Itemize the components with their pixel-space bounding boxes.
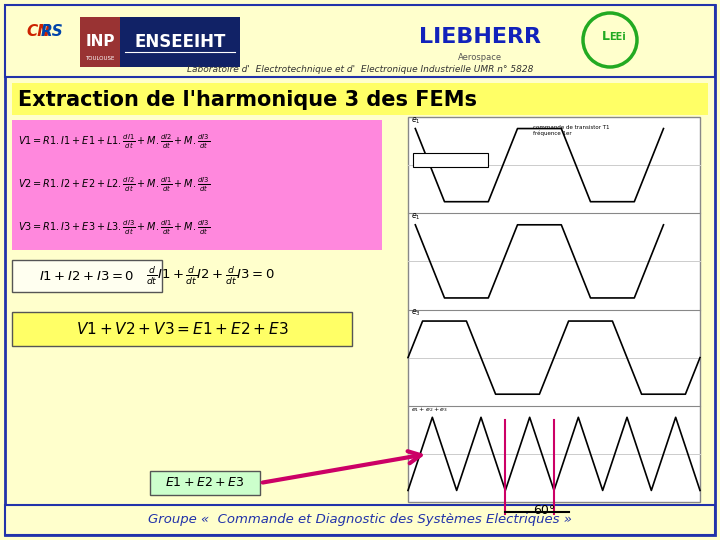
Text: Laboratoire d'  Electrotechnique et d'  Electronique Industrielle UMR n° 5828: Laboratoire d' Electrotechnique et d' El…: [186, 64, 534, 73]
Text: $I1+I2+I3=0$: $I1+I2+I3=0$: [40, 269, 135, 282]
Text: TOULOUSE: TOULOUSE: [85, 57, 114, 62]
Bar: [120, 17, 240, 67]
Text: $V2 = R1.I2 + E2 + L2.\frac{dI2}{dt} + M.\frac{dI1}{dt} + M.\frac{dI3}{dt}$: $V2 = R1.I2 + E2 + L2.\frac{dI2}{dt} + M…: [18, 176, 210, 194]
Text: $V3 = R1.I3 + E3 + L3.\frac{dI3}{dt} + M.\frac{dI1}{dt} + M.\frac{dI3}{dt}$: $V3 = R1.I3 + E3 + L3.\frac{dI3}{dt} + M…: [18, 219, 210, 237]
Bar: [12, 260, 162, 292]
Text: EEi: EEi: [610, 32, 626, 42]
Bar: [12, 120, 382, 250]
Text: Groupe «  Commande et Diagnostic des Systèmes Electriques »: Groupe « Commande et Diagnostic des Syst…: [148, 514, 572, 526]
Bar: [12, 83, 708, 115]
Text: $V1 = R1.I1 + E1 + L1.\frac{dI1}{dt} + M.\frac{dI2}{dt} + M.\frac{dI3}{dt}$: $V1 = R1.I1 + E1 + L1.\frac{dI1}{dt} + M…: [18, 133, 210, 151]
Bar: [408, 117, 700, 502]
Text: LIEBHERR: LIEBHERR: [419, 27, 541, 47]
Text: INP: INP: [85, 35, 114, 50]
Bar: [5, 505, 715, 535]
Text: $e_1$: $e_1$: [411, 211, 420, 222]
Text: $V1 + V2 + V3 = E1 + E2 + E3$: $V1 + V2 + V3 = E1 + E2 + E3$: [76, 321, 289, 337]
Bar: [12, 312, 352, 346]
Bar: [150, 471, 260, 495]
Text: $e_1+e_2+e_3$: $e_1+e_2+e_3$: [411, 405, 448, 414]
Text: RS: RS: [40, 24, 63, 39]
Text: $e_1$: $e_1$: [411, 115, 420, 125]
Text: ENSEEIHT: ENSEEIHT: [135, 33, 225, 51]
Text: $\frac{d}{dt}I1+\frac{d}{dt}I2+\frac{d}{dt}I3=0$: $\frac{d}{dt}I1+\frac{d}{dt}I2+\frac{d}{…: [145, 265, 274, 287]
Text: Extraction de l'harmonique 3 des FEMs: Extraction de l'harmonique 3 des FEMs: [18, 90, 477, 110]
Text: CN: CN: [26, 24, 50, 39]
Bar: [80, 17, 120, 67]
Text: 60°: 60°: [534, 503, 556, 516]
Text: $e_3$: $e_3$: [411, 307, 420, 318]
Text: commande de transistor T1
fréquence 1er: commande de transistor T1 fréquence 1er: [533, 125, 610, 137]
Text: $E1+E2+E3$: $E1+E2+E3$: [166, 476, 245, 489]
Bar: [5, 5, 715, 77]
Bar: [413, 153, 488, 167]
Text: L: L: [602, 30, 610, 44]
Text: Aerospace: Aerospace: [458, 52, 502, 62]
